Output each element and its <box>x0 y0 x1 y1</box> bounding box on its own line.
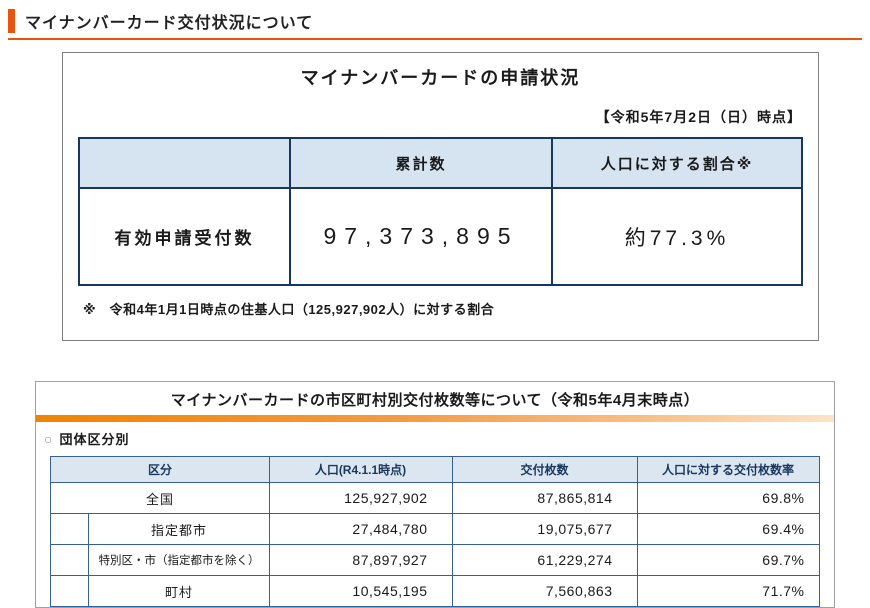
application-table-header-row: 累計数 人口に対する割合※ <box>78 137 803 189</box>
circle-marker-icon: ○ <box>44 430 53 447</box>
population-value: 10,545,195 <box>268 575 453 607</box>
column-header-rate: 人口に対する交付枚数率 <box>636 456 820 483</box>
column-header-issued: 交付枚数 <box>451 456 638 483</box>
table-row-special-wards-cities: 特別区・市（指定都市を除く） 87,897,927 61,229,274 69.… <box>50 544 820 576</box>
population-value: 27,484,780 <box>268 513 453 545</box>
issued-value: 61,229,274 <box>451 544 638 576</box>
issuance-title: マイナンバーカードの市区町村別交付枚数等について（令和5年4月末時点） <box>170 392 700 409</box>
total-applications-value: 97,373,895 <box>289 187 553 286</box>
header-cell-total: 累計数 <box>289 137 553 189</box>
issued-value: 87,865,814 <box>451 482 638 514</box>
table-row-designated-cities: 指定都市 27,484,780 19,075,677 69.4% <box>50 513 820 545</box>
population-value: 87,897,927 <box>268 544 453 576</box>
application-status-title: マイナンバーカードの申請状況 <box>300 68 581 88</box>
orange-divider-bar <box>36 415 834 422</box>
indent-cell <box>50 575 90 607</box>
indent-cell <box>50 513 90 545</box>
title-accent-bar <box>8 9 15 33</box>
as-of-date: 【令和5年7月2日（日）時点】 <box>595 109 802 125</box>
page-title: マイナンバーカード交付状況について <box>25 15 314 32</box>
municipality-table-header-row: 区分 人口(R4.1.1時点) 交付枚数 人口に対する交付枚数率 <box>50 456 820 483</box>
group-category-row: ○ 団体区分別 <box>44 430 834 448</box>
issued-value: 19,075,677 <box>451 513 638 545</box>
issued-value: 7,560,863 <box>451 575 638 607</box>
category-label: 全国 <box>50 482 270 514</box>
group-category-label: 団体区分別 <box>59 432 130 447</box>
header-cell-blank <box>78 137 291 189</box>
rate-value: 69.7% <box>636 544 820 576</box>
rate-value: 69.8% <box>636 482 820 514</box>
issuance-panel: マイナンバーカードの市区町村別交付枚数等について（令和5年4月末時点） ○ 団体… <box>35 381 835 608</box>
title-underline-divider <box>8 38 862 40</box>
indent-cell <box>50 544 90 576</box>
table-row-towns-villages: 町村 10,545,195 7,560,863 71.7% <box>50 575 820 607</box>
column-header-category: 区分 <box>50 456 270 483</box>
population-ratio-value: 約77.3% <box>551 187 803 286</box>
table-row-national: 全国 125,927,902 87,865,814 69.8% <box>50 482 820 514</box>
application-table-data-row: 有効申請受付数 97,373,895 約77.3% <box>78 187 803 286</box>
municipality-table: 区分 人口(R4.1.1時点) 交付枚数 人口に対する交付枚数率 全国 125,… <box>50 456 820 607</box>
population-value: 125,927,902 <box>268 482 453 514</box>
application-status-table: 累計数 人口に対する割合※ 有効申請受付数 97,373,895 約77.3% <box>78 137 803 286</box>
category-label: 特別区・市（指定都市を除く） <box>88 544 270 576</box>
rate-value: 69.4% <box>636 513 820 545</box>
row-label-valid-applications: 有効申請受付数 <box>78 187 291 286</box>
category-label: 町村 <box>88 575 270 607</box>
category-label: 指定都市 <box>88 513 270 545</box>
footnote: ※ 令和4年1月1日時点の住基人口（125,927,902人）に対する割合 <box>83 302 495 317</box>
rate-value: 71.7% <box>636 575 820 607</box>
header-cell-ratio: 人口に対する割合※ <box>551 137 803 189</box>
application-status-panel: マイナンバーカードの申請状況 【令和5年7月2日（日）時点】 累計数 人口に対す… <box>62 52 819 341</box>
column-header-population: 人口(R4.1.1時点) <box>268 456 453 483</box>
page-header: マイナンバーカード交付状況について <box>8 8 862 34</box>
